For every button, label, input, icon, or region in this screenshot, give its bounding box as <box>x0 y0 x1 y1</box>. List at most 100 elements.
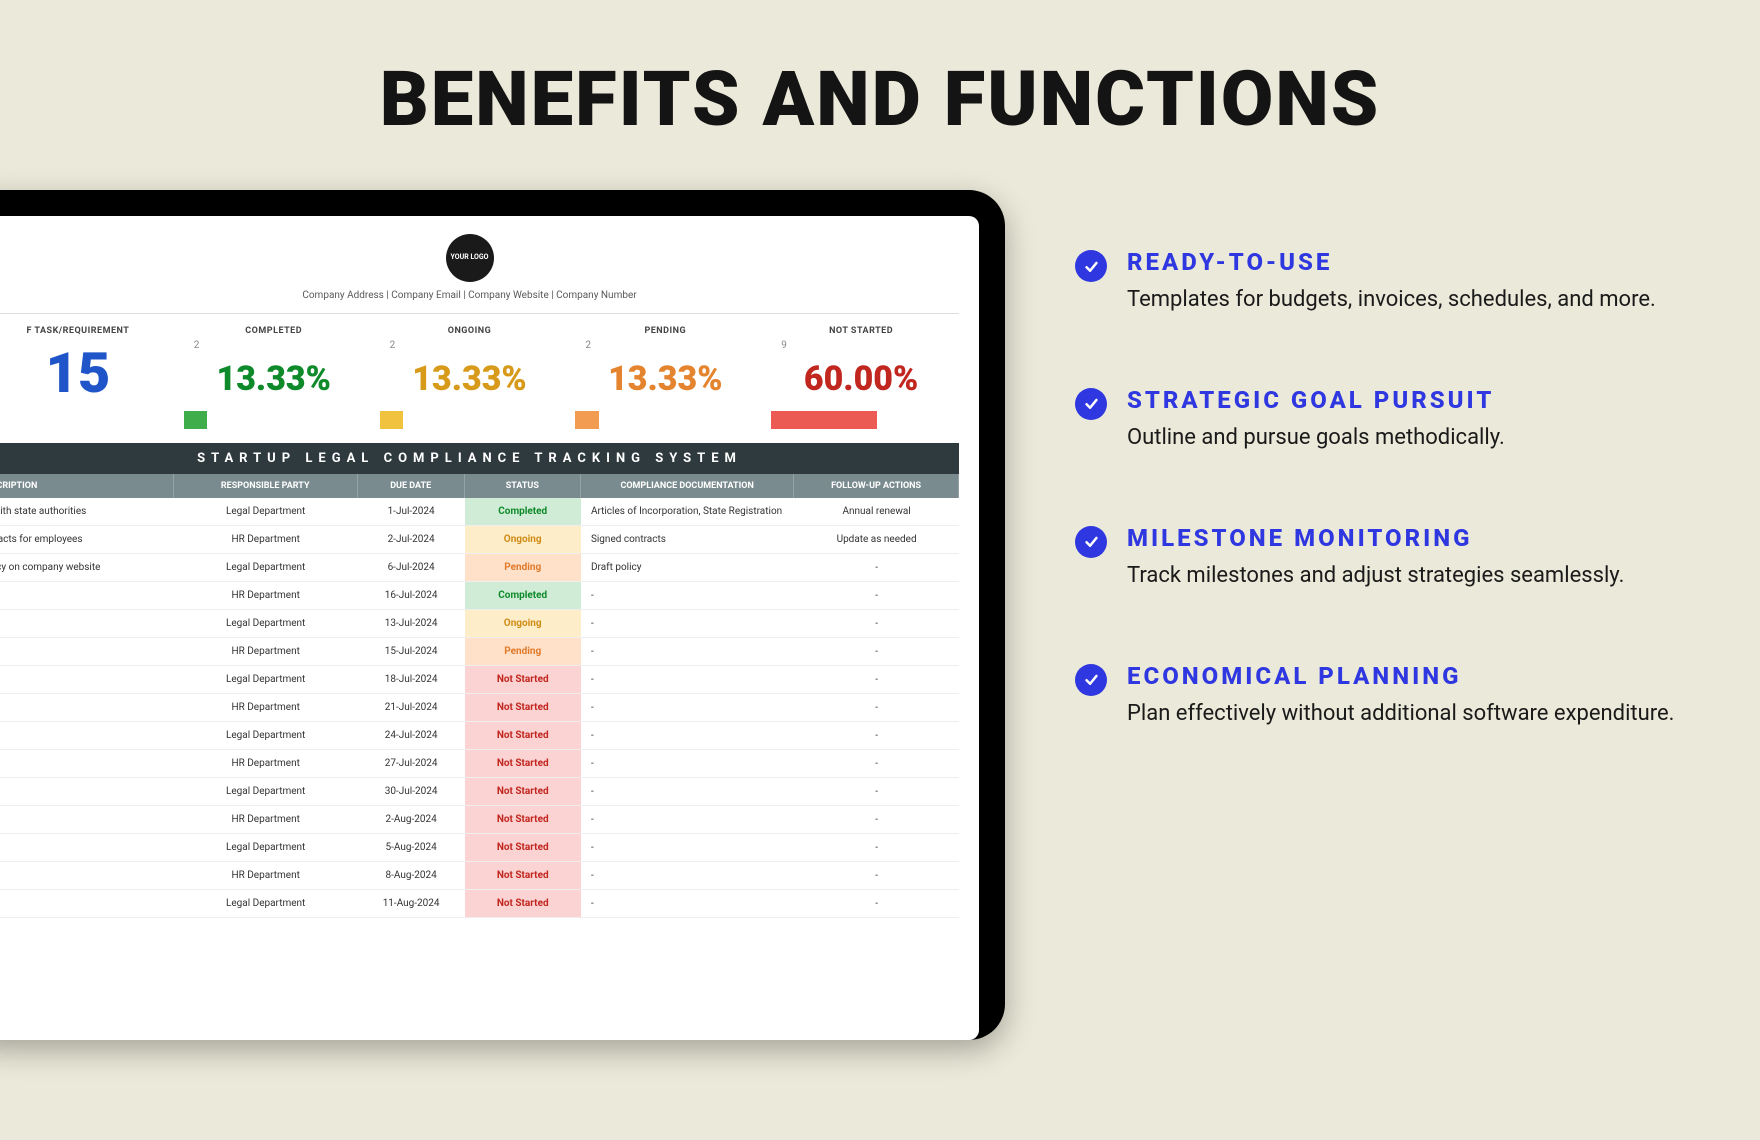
table-cell[interactable] <box>0 806 174 833</box>
status-badge[interactable]: Pending <box>465 554 581 581</box>
table-cell[interactable]: - <box>581 638 794 665</box>
th-followup[interactable]: FOLLOW-UP ACTIONS <box>794 474 959 498</box>
table-cell[interactable]: - <box>581 750 794 777</box>
table-cell[interactable]: - <box>794 778 959 805</box>
status-badge[interactable]: Pending <box>465 638 581 665</box>
status-badge[interactable]: Not Started <box>465 722 581 749</box>
th-due[interactable]: DUE DATE <box>358 474 465 498</box>
th-status[interactable]: STATUS <box>465 474 581 498</box>
table-cell[interactable] <box>0 694 174 721</box>
status-badge[interactable]: Completed <box>465 498 581 525</box>
status-badge[interactable]: Not Started <box>465 666 581 693</box>
table-cell[interactable]: - <box>794 890 959 917</box>
table-row[interactable]: HR Department16-Jul-2024Completed-- <box>0 582 959 610</box>
table-cell[interactable]: Legal Department <box>174 890 358 917</box>
status-badge[interactable]: Not Started <box>465 862 581 889</box>
table-row[interactable]: HR Department15-Jul-2024Pending-- <box>0 638 959 666</box>
th-party[interactable]: RESPONSIBLE PARTY <box>174 474 358 498</box>
table-row[interactable]: Legal Department5-Aug-2024Not Started-- <box>0 834 959 862</box>
table-row[interactable]: Legal Department13-Jul-2024Ongoing-- <box>0 610 959 638</box>
table-cell[interactable]: Draft policy <box>581 554 794 581</box>
table-row[interactable]: Legal Department30-Jul-2024Not Started-- <box>0 778 959 806</box>
status-badge[interactable]: Not Started <box>465 834 581 861</box>
table-cell[interactable]: 5-Aug-2024 <box>358 834 465 861</box>
table-cell[interactable]: HR Department <box>174 526 358 553</box>
table-cell[interactable]: - <box>794 666 959 693</box>
table-cell[interactable]: 2-Jul-2024 <box>358 526 465 553</box>
table-cell[interactable]: - <box>794 750 959 777</box>
table-row[interactable]: ny with state authoritiesLegal Departmen… <box>0 498 959 526</box>
table-cell[interactable] <box>0 778 174 805</box>
table-cell[interactable]: - <box>794 638 959 665</box>
table-cell[interactable]: HR Department <box>174 638 358 665</box>
table-row[interactable]: HR Department2-Aug-2024Not Started-- <box>0 806 959 834</box>
table-cell[interactable]: - <box>581 582 794 609</box>
table-cell[interactable]: 27-Jul-2024 <box>358 750 465 777</box>
table-cell[interactable]: 13-Jul-2024 <box>358 610 465 637</box>
status-badge[interactable]: Not Started <box>465 778 581 805</box>
table-cell[interactable] <box>0 666 174 693</box>
table-row[interactable]: Legal Department11-Aug-2024Not Started-- <box>0 890 959 918</box>
table-cell[interactable] <box>0 750 174 777</box>
table-row[interactable]: policy on company websiteLegal Departmen… <box>0 554 959 582</box>
table-cell[interactable]: Legal Department <box>174 722 358 749</box>
table-cell[interactable]: Legal Department <box>174 610 358 637</box>
table-cell[interactable]: Legal Department <box>174 834 358 861</box>
table-cell[interactable] <box>0 834 174 861</box>
table-cell[interactable]: - <box>794 694 959 721</box>
table-row[interactable]: HR Department8-Aug-2024Not Started-- <box>0 862 959 890</box>
table-cell[interactable]: 18-Jul-2024 <box>358 666 465 693</box>
table-cell[interactable]: 30-Jul-2024 <box>358 778 465 805</box>
table-cell[interactable]: - <box>794 834 959 861</box>
table-cell[interactable]: - <box>581 778 794 805</box>
table-cell[interactable]: 8-Aug-2024 <box>358 862 465 889</box>
table-cell[interactable]: - <box>581 694 794 721</box>
table-cell[interactable]: policy on company website <box>0 554 174 581</box>
table-row[interactable]: ontracts for employeesHR Department2-Jul… <box>0 526 959 554</box>
table-cell[interactable] <box>0 890 174 917</box>
table-cell[interactable]: - <box>581 666 794 693</box>
table-cell[interactable] <box>0 610 174 637</box>
table-row[interactable]: HR Department21-Jul-2024Not Started-- <box>0 694 959 722</box>
table-cell[interactable]: - <box>581 806 794 833</box>
th-description[interactable]: DESCRIPTION <box>0 474 174 498</box>
table-cell[interactable]: Legal Department <box>174 498 358 525</box>
status-badge[interactable]: Ongoing <box>465 526 581 553</box>
table-cell[interactable]: 21-Jul-2024 <box>358 694 465 721</box>
table-cell[interactable]: 16-Jul-2024 <box>358 582 465 609</box>
table-cell[interactable]: Update as needed <box>794 526 959 553</box>
status-badge[interactable]: Not Started <box>465 806 581 833</box>
table-cell[interactable]: - <box>581 722 794 749</box>
status-badge[interactable]: Not Started <box>465 750 581 777</box>
table-cell[interactable]: ny with state authorities <box>0 498 174 525</box>
table-cell[interactable]: 11-Aug-2024 <box>358 890 465 917</box>
table-cell[interactable]: 2-Aug-2024 <box>358 806 465 833</box>
table-cell[interactable]: - <box>581 862 794 889</box>
table-cell[interactable] <box>0 582 174 609</box>
th-documentation[interactable]: COMPLIANCE DOCUMENTATION <box>581 474 794 498</box>
table-cell[interactable] <box>0 638 174 665</box>
table-cell[interactable]: - <box>581 610 794 637</box>
table-cell[interactable]: - <box>581 890 794 917</box>
table-cell[interactable]: HR Department <box>174 750 358 777</box>
table-cell[interactable]: HR Department <box>174 694 358 721</box>
table-row[interactable]: Legal Department18-Jul-2024Not Started-- <box>0 666 959 694</box>
table-cell[interactable]: 1-Jul-2024 <box>358 498 465 525</box>
table-cell[interactable]: 6-Jul-2024 <box>358 554 465 581</box>
table-cell[interactable]: - <box>794 722 959 749</box>
table-cell[interactable]: Legal Department <box>174 778 358 805</box>
table-cell[interactable]: HR Department <box>174 862 358 889</box>
table-cell[interactable]: - <box>794 610 959 637</box>
table-cell[interactable]: Legal Department <box>174 554 358 581</box>
table-cell[interactable]: Articles of Incorporation, State Registr… <box>581 498 794 525</box>
table-cell[interactable]: - <box>794 862 959 889</box>
status-badge[interactable]: Completed <box>465 582 581 609</box>
table-cell[interactable]: Annual renewal <box>794 498 959 525</box>
table-row[interactable]: Legal Department24-Jul-2024Not Started-- <box>0 722 959 750</box>
table-cell[interactable] <box>0 862 174 889</box>
table-cell[interactable]: ontracts for employees <box>0 526 174 553</box>
table-cell[interactable]: HR Department <box>174 806 358 833</box>
table-cell[interactable]: 24-Jul-2024 <box>358 722 465 749</box>
table-cell[interactable]: Signed contracts <box>581 526 794 553</box>
table-cell[interactable]: - <box>794 582 959 609</box>
